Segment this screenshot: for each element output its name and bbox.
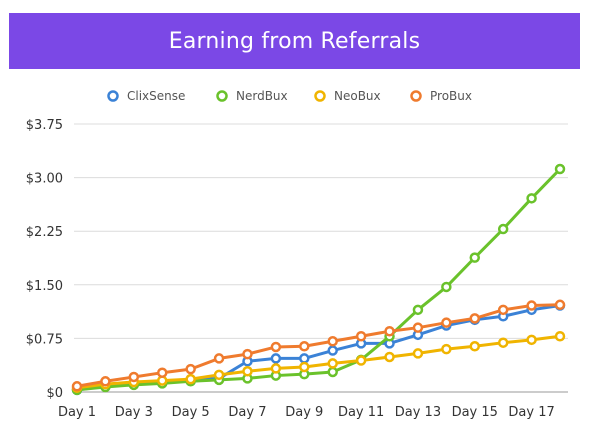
data-point	[71, 381, 83, 392]
data-point	[327, 358, 338, 369]
data-point	[242, 366, 253, 377]
data-point	[441, 281, 452, 293]
data-point	[554, 163, 566, 175]
data-point	[270, 353, 282, 364]
data-point	[412, 304, 424, 316]
x-tick-label: Day 13	[395, 405, 441, 420]
data-point	[185, 363, 196, 375]
series-probux	[71, 299, 566, 392]
legend-marker	[410, 90, 422, 102]
data-point	[185, 373, 196, 385]
series-nerdbux	[71, 163, 566, 396]
series-lines	[71, 163, 566, 396]
gridlines	[74, 123, 568, 393]
data-point	[270, 341, 282, 353]
data-point	[355, 355, 367, 366]
x-tick-label: Day 11	[338, 405, 384, 420]
x-tick-label: Day 15	[452, 405, 498, 420]
data-point	[384, 351, 395, 363]
data-point	[213, 353, 225, 364]
legend-label: NeoBux	[334, 89, 381, 103]
data-point	[327, 336, 338, 347]
data-point	[242, 348, 253, 360]
legend-item: NeoBux	[314, 89, 381, 103]
x-tick-label: Day 17	[508, 405, 554, 420]
legend-item: ClixSense	[107, 89, 185, 103]
y-tick-label: $3.00	[26, 172, 63, 187]
data-point	[554, 331, 566, 342]
title-banner: Earning from Referrals	[9, 13, 580, 69]
data-point	[526, 334, 537, 346]
data-point	[100, 376, 111, 387]
legend-label: ClixSense	[127, 89, 185, 103]
data-point	[441, 317, 452, 328]
y-tick-label: $2.25	[26, 225, 63, 240]
data-point	[526, 300, 537, 311]
data-point	[497, 337, 509, 348]
data-point	[441, 343, 452, 355]
x-tick-label: Day 1	[58, 405, 96, 420]
data-point	[497, 223, 509, 235]
data-point	[299, 353, 310, 364]
y-tick-label: $0	[46, 386, 63, 401]
x-tick-label: Day 3	[115, 405, 153, 420]
data-point	[128, 371, 140, 383]
legend: ClixSense NerdBux NeoBux ProBux	[107, 89, 472, 103]
data-point	[412, 348, 424, 359]
x-tick-label: Day 9	[285, 405, 323, 420]
legend-marker	[107, 90, 119, 102]
data-point	[299, 361, 310, 373]
data-point	[469, 313, 481, 324]
chart-title: Earning from Referrals	[168, 28, 421, 54]
legend-item: ProBux	[410, 89, 472, 103]
legend-label: NerdBux	[236, 89, 288, 103]
data-point	[270, 363, 282, 374]
series-line	[76, 167, 562, 392]
legend-item: NerdBux	[216, 89, 288, 103]
data-point	[327, 366, 338, 378]
y-tick-label: $0.75	[26, 332, 63, 347]
x-tick-label: Day 7	[228, 405, 266, 420]
series-line	[76, 304, 561, 392]
y-axis: $0 $0.75 $1.50 $2.25 $3.00 $3.75	[26, 118, 63, 401]
legend-marker	[216, 90, 228, 102]
x-axis: Day 1 Day 3 Day 5 Day 7 Day 9 Day 11 Day 13 Day…	[58, 405, 555, 420]
legend-label: ProBux	[430, 89, 472, 103]
series-neobux	[71, 331, 566, 393]
data-point	[469, 341, 481, 352]
data-point	[213, 369, 225, 381]
y-tick-label: $1.50	[26, 279, 63, 294]
data-point	[327, 345, 338, 356]
data-point	[412, 322, 424, 333]
x-tick-label: Day 5	[172, 405, 210, 420]
data-point	[156, 367, 168, 378]
data-point	[469, 252, 481, 263]
y-tick-label: $3.75	[26, 118, 63, 133]
data-point	[554, 299, 566, 311]
data-point	[526, 193, 537, 204]
data-point	[497, 304, 509, 316]
legend-marker	[314, 90, 326, 102]
data-point	[384, 326, 395, 337]
data-point	[355, 331, 367, 342]
data-point	[299, 341, 310, 352]
